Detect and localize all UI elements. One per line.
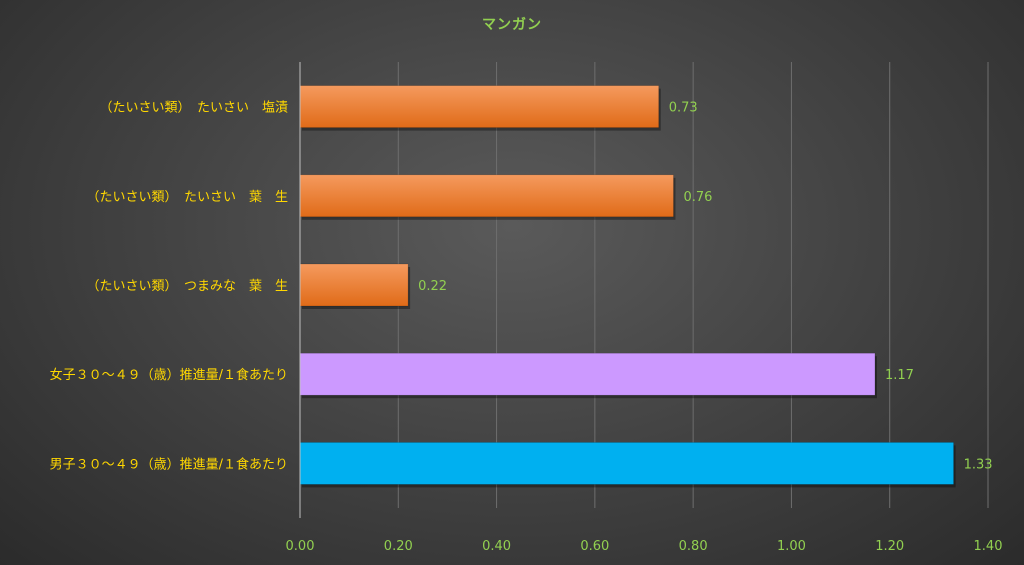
labels: 0.00 0.20 0.40 0.60 0.80 1.00 1.20 1.40 （たいさい類） … bbox=[50, 101, 1003, 554]
category-label: （たいさい類） たいさい 塩漬 bbox=[99, 101, 288, 116]
data-label: 1.17 bbox=[885, 368, 914, 383]
x-tick-label: 1.40 bbox=[974, 539, 1003, 554]
bar bbox=[299, 174, 674, 218]
x-tick-label: 0.00 bbox=[286, 539, 315, 554]
bars bbox=[299, 85, 956, 488]
x-tick-label: 0.40 bbox=[482, 539, 511, 554]
x-tick-label: 1.20 bbox=[875, 539, 904, 554]
bar bbox=[299, 263, 409, 307]
bar bbox=[299, 85, 660, 128]
category-label: （たいさい類） たいさい 葉 生 bbox=[86, 190, 288, 205]
data-label: 0.76 bbox=[683, 190, 712, 205]
data-label: 0.22 bbox=[418, 279, 447, 294]
x-tick-label: 1.00 bbox=[777, 539, 806, 554]
category-label: 女子３０～４９（歳）推進量/１食あたり bbox=[50, 367, 288, 383]
data-label: 1.33 bbox=[964, 457, 993, 472]
chart-title: マンガン bbox=[482, 17, 542, 33]
x-tick-label: 0.20 bbox=[384, 539, 413, 554]
bar bbox=[299, 442, 954, 485]
data-label: 0.73 bbox=[669, 101, 698, 116]
x-tick-label: 0.80 bbox=[679, 539, 708, 554]
bar bbox=[299, 352, 876, 396]
category-label: （たいさい類） つまみな 葉 生 bbox=[86, 279, 288, 294]
x-tick-label: 0.60 bbox=[580, 539, 609, 554]
category-label: 男子３０～４９（歳）推進量/１食あたり bbox=[50, 456, 288, 472]
